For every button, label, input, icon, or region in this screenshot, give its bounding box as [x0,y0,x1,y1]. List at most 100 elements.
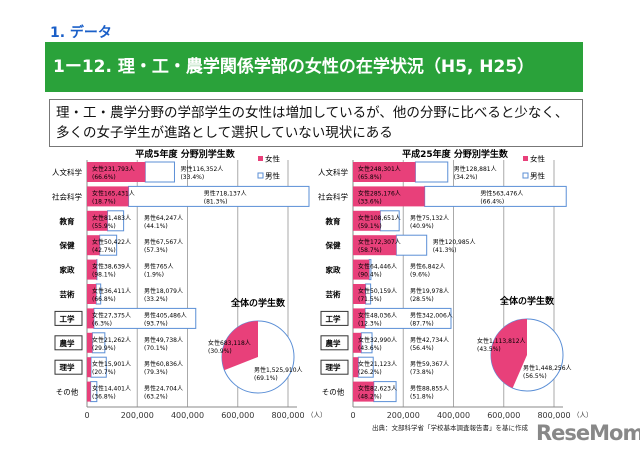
category-highlight-box [54,335,83,351]
bar-female [87,235,100,256]
category-label: 社会科学 [52,191,82,201]
category-highlight-box [54,310,83,326]
female-pct-label: (20.7%) [92,369,116,376]
x-tick-label: 800,000 [537,411,570,420]
female-value-label: 女性38,639人 [92,263,131,271]
x-tick-label: 200,000 [387,411,420,420]
male-value-label: 男性563,476人 [480,189,523,197]
female-pct-label: (42.7%) [92,247,116,254]
female-value-label: 女性248,301人 [358,165,401,173]
female-value-label: 女性50,159人 [358,287,397,295]
female-value-label: 女性36,411人 [92,287,131,295]
bar-female [353,284,366,304]
legend-male-swatch [257,172,264,179]
female-value-label: 女性108,651人 [358,214,401,222]
female-value-label: 女性27,375人 [92,311,131,319]
category-label: 教育 [59,216,75,226]
section-heading: 1. データ [50,25,112,41]
female-pct-label: (59.1%) [358,223,382,230]
male-pct-label: (28.5%) [410,296,434,303]
bar-male [395,234,428,256]
male-pct-label: (66.4%) [480,198,504,205]
x-tick-label: 800,000 [271,411,304,420]
category-label: 人文科学 [318,167,348,177]
female-pct-label: (26.2%) [358,369,382,376]
male-pct-label: (63.2%) [144,394,168,401]
male-value-label: 男性342,006人 [410,311,453,319]
pie-slice-female [222,321,258,371]
bar-female [353,259,370,280]
bar-female [353,381,374,402]
category-label: 農学 [326,338,341,348]
pie-male-pct: (69.1%) [254,375,278,382]
chart-title: 平成5年度 分野別学生数 [135,148,235,160]
category-highlight-box [320,359,349,375]
pie-male-pct: (56.5%) [523,373,547,380]
pie-slice-female [490,318,527,389]
bar-female [87,186,129,207]
male-value-label: 男性64,247人 [144,214,183,222]
male-pct-label: (79.3%) [144,369,168,376]
legend-male-swatch [522,172,529,179]
male-pct-label: (70.1%) [144,345,168,352]
source-note: 出典：文部科学省「学校基本調査報告書」を基に作成 [372,424,528,432]
bar-female [87,284,97,304]
category-label: 人文科学 [52,167,82,177]
category-label: 社会科学 [318,191,348,201]
female-pct-label: (36.8%) [92,394,116,401]
female-value-label: 女性48,036人 [358,311,397,319]
male-pct-label: (9.6%) [410,272,430,279]
male-value-label: 男性6,842人 [410,263,445,271]
category-label: 工学 [60,313,75,323]
pie-female-pct: (43.5%) [477,346,501,353]
category-highlight-box [320,310,349,326]
bar-female [353,308,366,329]
male-value-label: 男性67,567人 [144,238,183,246]
female-value-label: 女性32,990人 [358,336,397,344]
male-value-label: 男性116,352人 [180,165,223,173]
category-label: 理学 [60,362,75,372]
male-value-label: 男性60,836人 [144,360,183,368]
pie-title: 全体の学生数 [499,295,555,307]
pie-female-label: 女性683,118人 [208,339,251,347]
female-pct-label: (6.3%) [92,320,112,327]
male-value-label: 男性19,978人 [410,287,449,295]
category-label: その他 [322,387,345,397]
bar-female [353,332,362,353]
legend-female-swatch [258,156,263,161]
legend-female-label: 女性 [265,154,280,164]
bar-female [87,162,146,182]
female-pct-label: (29.9%) [92,345,116,352]
female-pct-label: (55.9%) [92,223,116,230]
x-tick-label: 400,000 [437,411,470,420]
pie-male-label: 男性1,448,256人 [523,364,572,372]
legend-male-label: 男性 [265,171,280,181]
unit-label: （人） [307,411,327,419]
male-value-label: 男性405,486人 [144,311,187,319]
female-pct-label: (12.3%) [358,320,382,327]
male-value-label: 男性18,079人 [144,287,183,295]
bar-female [87,381,91,402]
male-pct-label: (40.9%) [410,223,434,230]
female-value-label: 女性165,431人 [92,189,135,197]
category-label: 保健 [325,240,341,250]
male-pct-label: (34.2%) [454,174,478,181]
bar-female [87,210,108,231]
male-pct-label: (33.2%) [144,296,168,303]
x-tick-label: 600,000 [221,411,254,420]
bar-female [353,235,397,256]
male-pct-label: (93.7%) [144,320,168,327]
female-pct-label: (48.2%) [358,394,382,401]
bar-female [353,210,381,231]
female-pct-label: (66.6%) [92,174,116,181]
summary-box: 理・工・農学分野の学部学生の女性は増加しているが、他の分野に比べると少なく、多く… [49,99,583,147]
female-pct-label: (65.8%) [358,174,382,181]
bar-female [87,332,93,353]
category-label: 芸術 [326,289,341,299]
male-value-label: 男性24,704人 [144,385,183,393]
male-value-label: 男性88,855人 [410,385,449,393]
bar-female [353,162,416,182]
bar-female [87,357,91,378]
bar-female [353,357,359,378]
female-value-label: 女性15,901人 [92,360,131,368]
